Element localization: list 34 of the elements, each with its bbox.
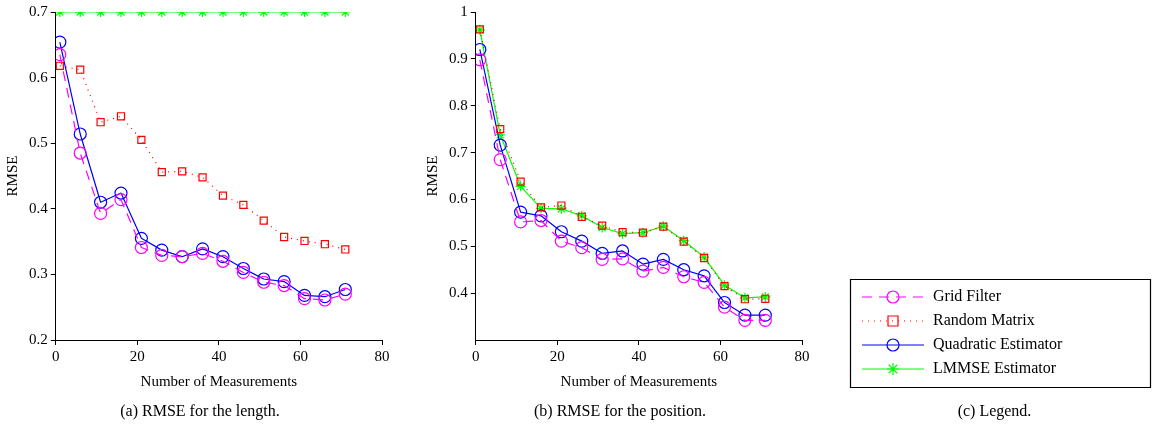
y-tick-label: 0.5 [449, 237, 468, 254]
y-axis-title: RMSE [423, 155, 440, 197]
x-tick-label: 80 [374, 347, 390, 364]
x-tick-label: 20 [129, 347, 145, 364]
x-tick-label: 0 [472, 347, 480, 364]
text: (a) RMSE for the length. [119, 402, 281, 420]
legend-label: Grid Filter [933, 287, 1002, 305]
x-tick-label: 60 [292, 347, 308, 364]
y-axis-title: RMSE [3, 155, 20, 197]
x-tick-label: 0 [52, 347, 60, 364]
x-axis-title: Number of Measurements [140, 372, 298, 389]
y-tick-label: 0.3 [29, 265, 48, 282]
y-tick-label: 0.2 [29, 330, 48, 347]
y-tick-label: 0.4 [29, 199, 49, 216]
x-axis-title: Number of Measurements [560, 372, 718, 389]
x-tick-label: 20 [549, 347, 565, 364]
x-tick-label: 80 [794, 347, 810, 364]
y-tick-label: 0.8 [449, 96, 468, 113]
y-tick-label: 1 [460, 2, 468, 19]
y-tick-label: 0.7 [449, 143, 469, 160]
y-tick-label: 0.7 [29, 2, 49, 19]
x-tick-label: 60 [712, 347, 728, 364]
legend-label: LMMSE Estimator [933, 359, 1057, 377]
y-tick-label: 0.6 [449, 190, 469, 207]
y-tick-label: 0.6 [29, 68, 49, 85]
legend-label: Random Matrix [933, 311, 1035, 329]
text: (b) RMSE for the position. [533, 402, 707, 420]
y-tick-label: 0.9 [449, 49, 468, 66]
y-tick-label: 0.5 [29, 134, 48, 151]
x-tick-label: 40 [211, 347, 227, 364]
x-tick-label: 40 [631, 347, 647, 364]
legend-label: Quadratic Estimator [933, 335, 1063, 353]
text: (c) Legend. [956, 402, 1033, 420]
y-tick-label: 0.4 [449, 284, 469, 301]
